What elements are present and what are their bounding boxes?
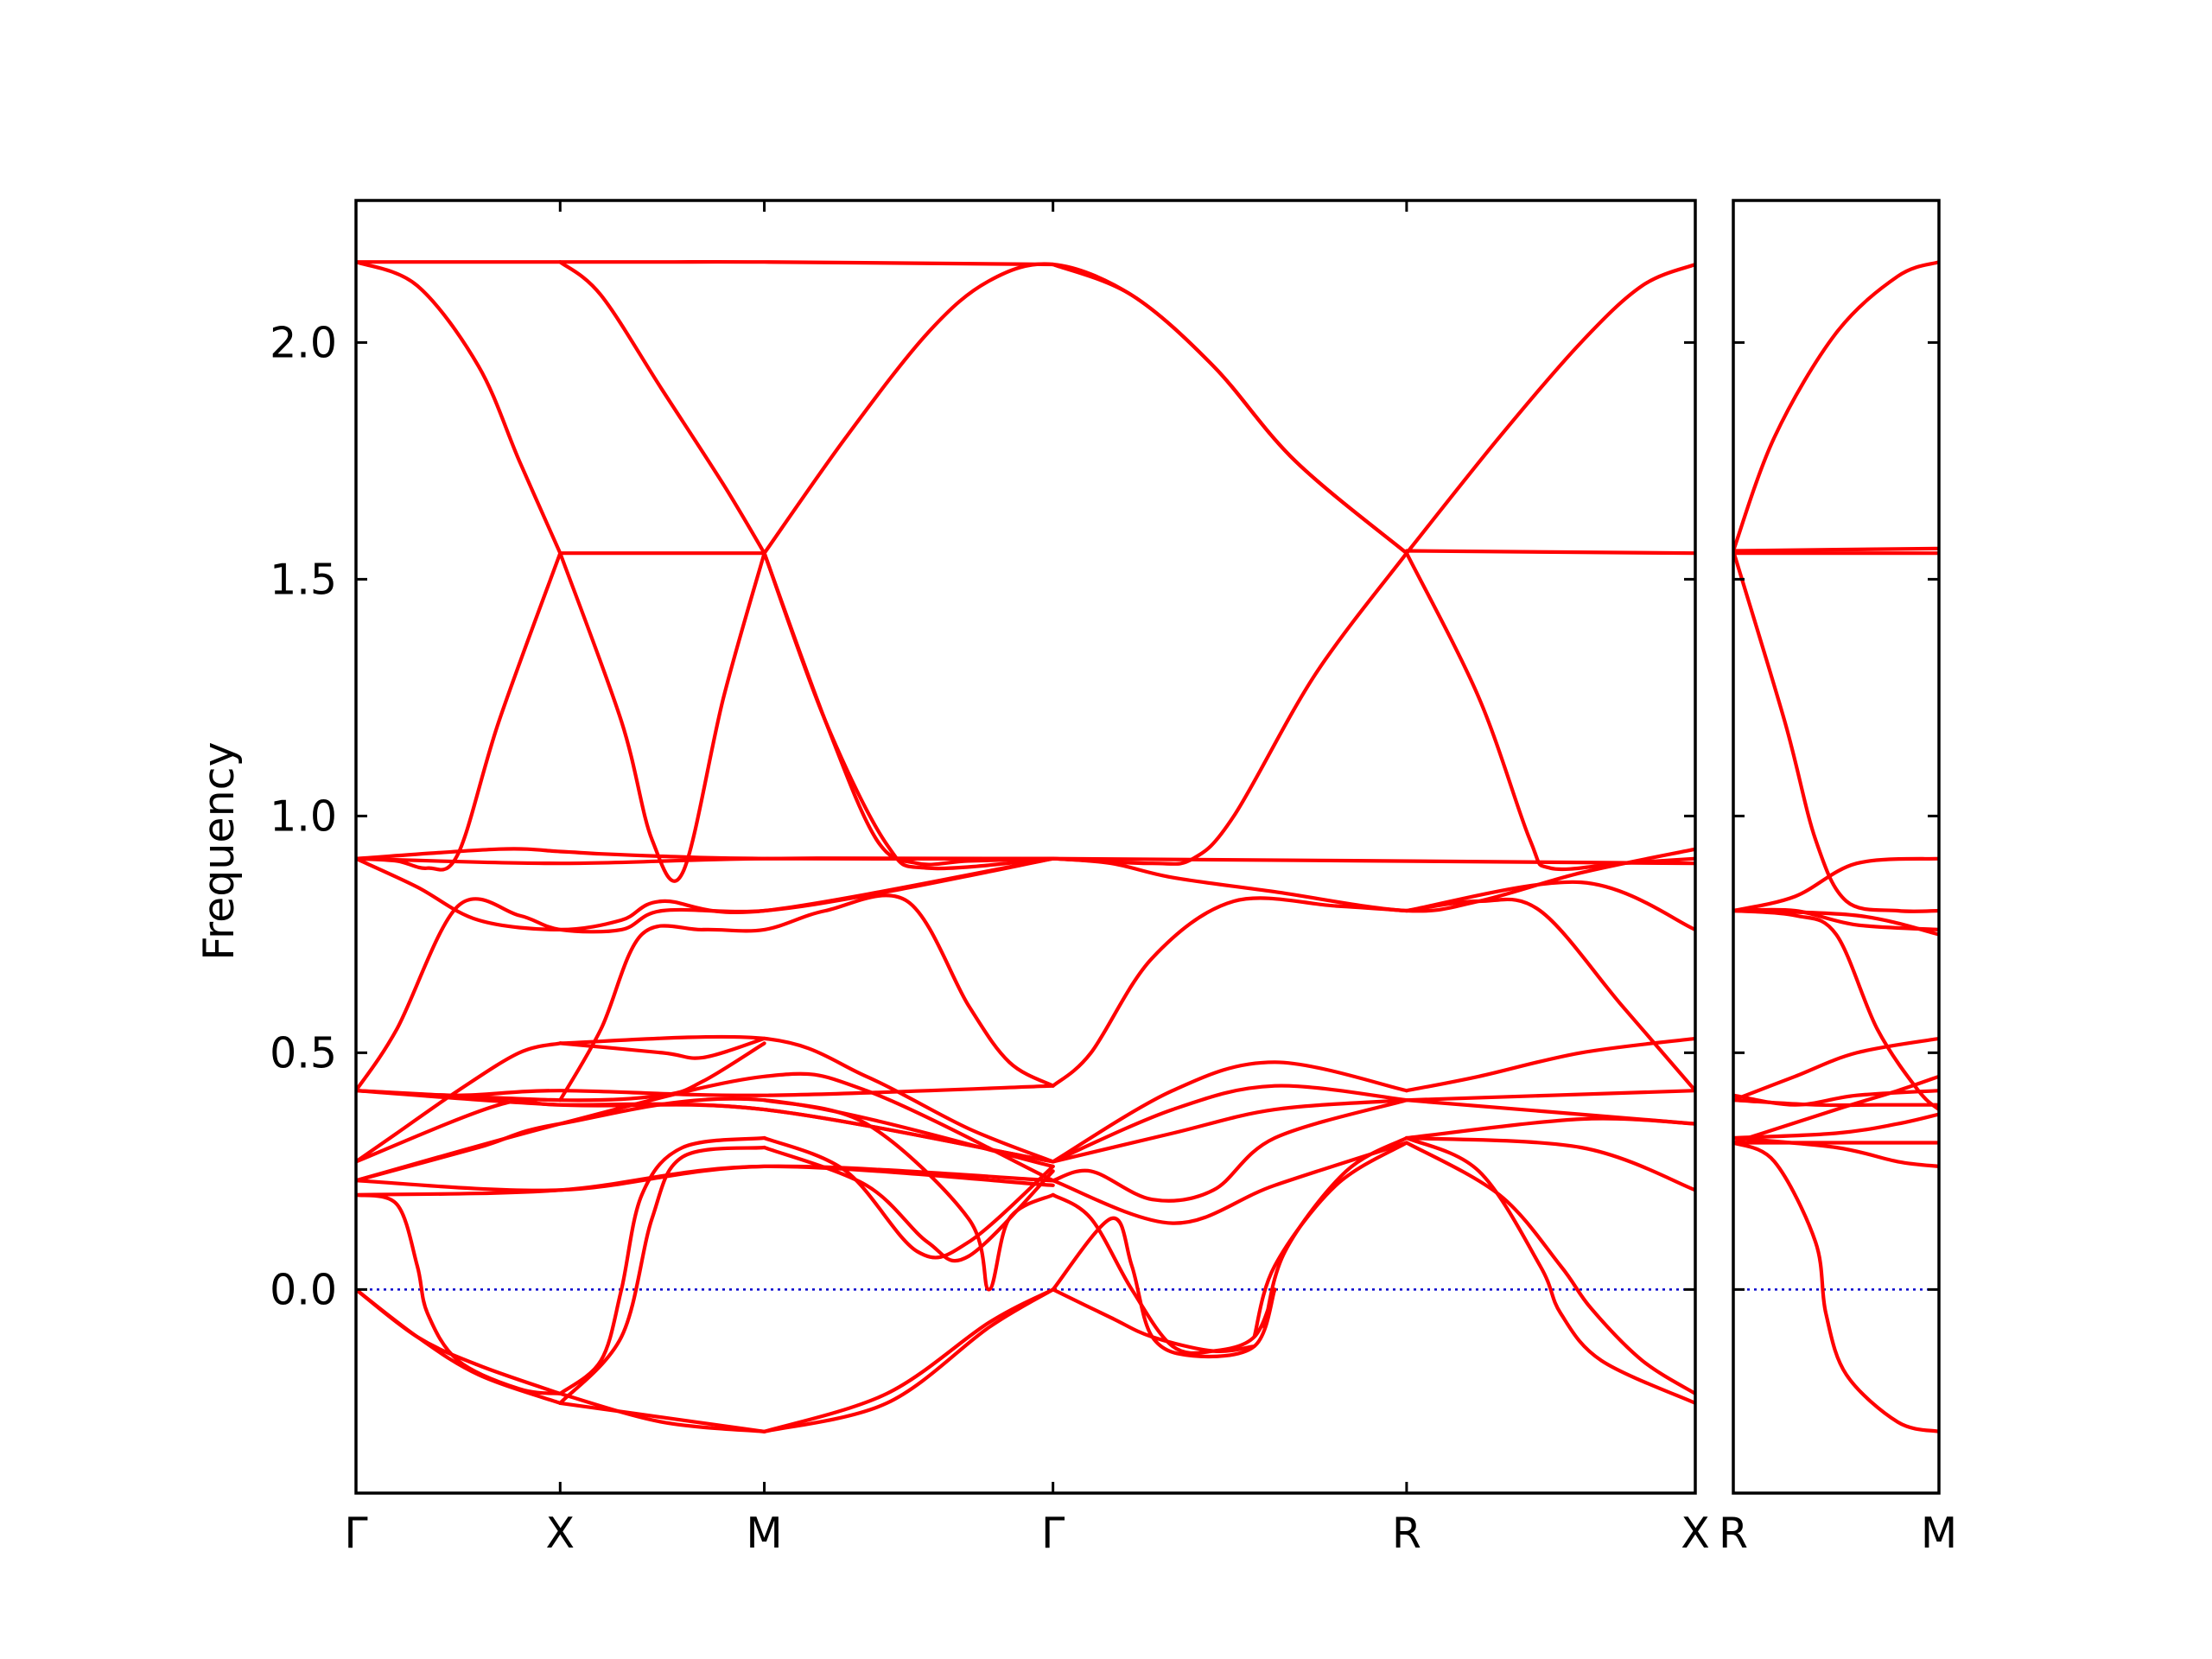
band-line-56 <box>762 1145 1055 1263</box>
band-line-60 <box>1051 1287 1256 1354</box>
x-tick-label: Γ <box>1041 1509 1065 1558</box>
panel-1-frame <box>354 199 1697 1495</box>
band-line-13 <box>1733 1112 1939 1141</box>
band-line-35 <box>356 1089 1055 1164</box>
band-line-26 <box>558 1034 1055 1164</box>
plot-panels: 0.00.51.01.52.0Γ X M Γ R X R M <box>270 199 1957 1558</box>
panel-1: 0.0 0.5 1.0 1.5 2.0 Γ X M Γ R X <box>270 199 1710 1558</box>
x-tick-label: M <box>1921 1509 1957 1558</box>
band-line-16 <box>1733 1141 1939 1433</box>
y-tick-label: 1.5 <box>270 555 337 604</box>
band-line-13 <box>762 551 1055 871</box>
panel-1-plot-area <box>356 259 1695 1433</box>
x-tick-label: Γ <box>344 1509 368 1558</box>
band-line-17 <box>356 847 1055 861</box>
band-line-12 <box>1733 1074 1939 1145</box>
band-line-42 <box>1404 1089 1695 1103</box>
band-line-34 <box>356 1164 1055 1197</box>
band-line-4 <box>1733 549 1939 913</box>
y-tick-label: 2.0 <box>270 318 337 367</box>
band-line-20 <box>558 893 1055 1103</box>
band-line-2 <box>1733 546 1939 553</box>
x-tick-label: R <box>1392 1509 1421 1558</box>
band-line-14 <box>1051 551 1408 866</box>
band-line-49 <box>558 1135 766 1395</box>
band-line-53 <box>762 1287 1055 1433</box>
band-line-7 <box>1051 262 1408 556</box>
band-line-9 <box>1404 549 1695 556</box>
y-tick-label: 0.5 <box>270 1028 337 1077</box>
band-line-37 <box>1051 1084 1408 1164</box>
band-line-31 <box>356 1096 1055 1183</box>
band-line-22 <box>1051 847 1695 913</box>
band-line-44 <box>1404 1135 1695 1192</box>
band-line-64 <box>1404 1141 1695 1395</box>
band-line-25 <box>356 1041 563 1164</box>
band-line-39 <box>1051 1141 1408 1225</box>
band-line-1 <box>356 260 563 556</box>
x-tick-label: X <box>1681 1509 1710 1558</box>
y-tick-label: 1.0 <box>270 791 337 841</box>
x-tick-label: R <box>1719 1509 1748 1558</box>
band-line-19 <box>356 856 1055 1093</box>
band-line-48 <box>356 1287 563 1395</box>
band-line-1 <box>1733 260 1939 553</box>
band-line-55 <box>762 1135 1055 1260</box>
band-line-38 <box>1051 1098 1408 1164</box>
band-line-57 <box>762 1098 1055 1292</box>
panel-2-plot-area <box>1733 260 1939 1433</box>
band-line-62 <box>1262 1135 1408 1330</box>
x-tick-label: X <box>545 1509 575 1558</box>
band-line-63 <box>1404 1135 1695 1405</box>
band-line-50 <box>558 1145 766 1405</box>
band-line-3 <box>558 259 1055 267</box>
y-axis-label: Frequency <box>194 741 244 960</box>
band-line-52 <box>558 1391 766 1433</box>
band-line-23 <box>1404 897 1695 1093</box>
band-line-40 <box>1051 1098 1408 1203</box>
band-line-54 <box>762 1287 1055 1433</box>
band-line-4 <box>558 260 766 556</box>
band-line-45 <box>1404 1116 1695 1141</box>
band-line-9 <box>1733 1036 1939 1103</box>
band-line-28 <box>558 1036 766 1060</box>
band-line-8 <box>1404 262 1695 556</box>
band-line-5 <box>1733 856 1939 913</box>
band-line-21 <box>1051 896 1408 1088</box>
band-line-29 <box>356 1084 1055 1097</box>
y-tick-label: 0.0 <box>270 1265 337 1314</box>
panel-2-frame <box>1732 199 1941 1495</box>
band-line-24 <box>1404 880 1695 931</box>
band-line-41 <box>1404 1036 1695 1093</box>
x-tick-label: M <box>746 1509 782 1558</box>
band-line-11 <box>558 551 766 883</box>
band-line-36 <box>1051 1060 1408 1164</box>
